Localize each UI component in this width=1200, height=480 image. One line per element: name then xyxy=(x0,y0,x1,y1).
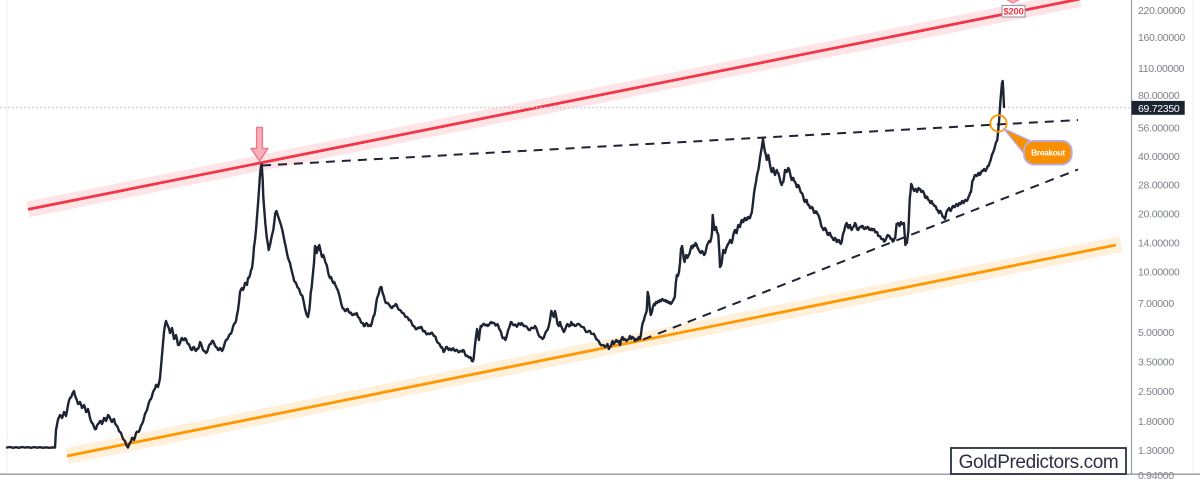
svg-text:10.00000: 10.00000 xyxy=(1138,266,1180,278)
svg-text:1.80000: 1.80000 xyxy=(1138,416,1174,428)
svg-text:GoldPredictors.com: GoldPredictors.com xyxy=(959,452,1119,473)
svg-text:20.00000: 20.00000 xyxy=(1138,209,1180,221)
svg-text:14.00000: 14.00000 xyxy=(1138,238,1180,250)
svg-text:160.00000: 160.00000 xyxy=(1138,32,1185,44)
svg-text:40.00000: 40.00000 xyxy=(1138,151,1180,163)
svg-text:1.30000: 1.30000 xyxy=(1138,445,1174,457)
svg-text:220.00000: 220.00000 xyxy=(1138,5,1185,17)
svg-text:69.72350: 69.72350 xyxy=(1138,103,1180,115)
svg-text:3.50000: 3.50000 xyxy=(1138,357,1174,369)
svg-text:7.00000: 7.00000 xyxy=(1138,298,1174,310)
svg-text:5.00000: 5.00000 xyxy=(1138,327,1174,339)
svg-text:2.50000: 2.50000 xyxy=(1138,386,1174,398)
svg-text:56.00000: 56.00000 xyxy=(1138,122,1180,134)
svg-text:110.00000: 110.00000 xyxy=(1138,63,1185,75)
svg-text:$200: $200 xyxy=(1003,7,1023,18)
svg-text:80.00000: 80.00000 xyxy=(1138,90,1180,102)
svg-text:Breakout: Breakout xyxy=(1031,148,1065,158)
svg-text:28.00000: 28.00000 xyxy=(1138,179,1180,191)
svg-text:0.94000: 0.94000 xyxy=(1138,470,1174,480)
